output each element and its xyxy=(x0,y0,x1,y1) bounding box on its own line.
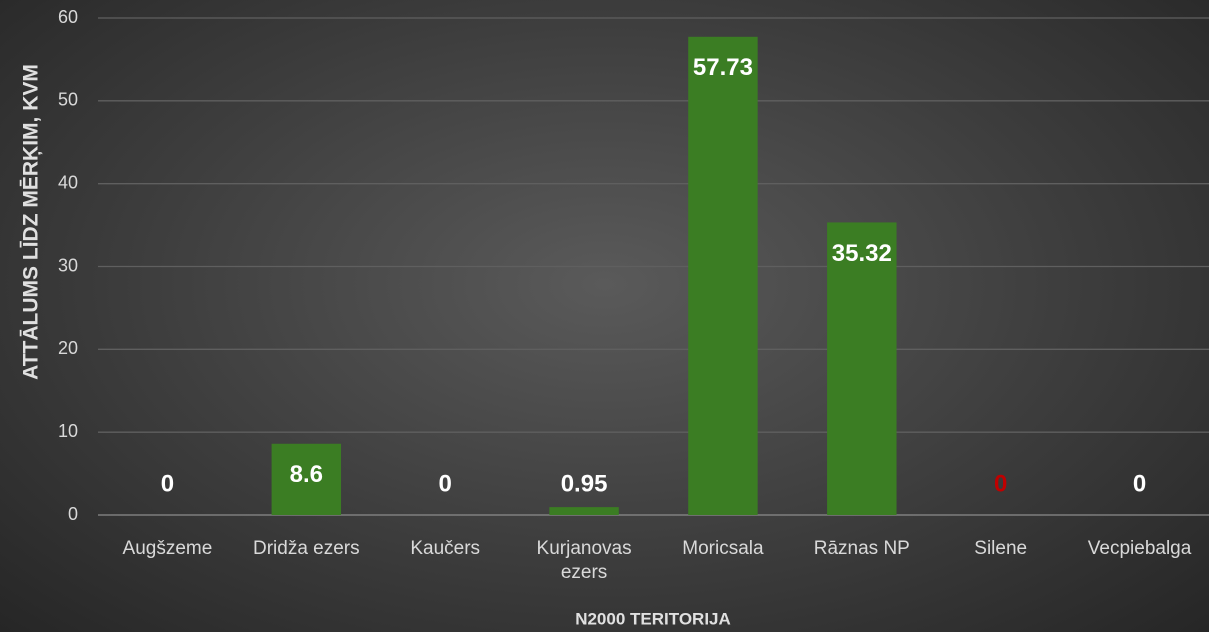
data-label: 57.73 xyxy=(693,54,753,81)
data-label: 0 xyxy=(161,470,174,497)
x-tick-label: Dridža ezers xyxy=(252,538,360,559)
data-label: 0 xyxy=(994,470,1007,497)
x-tick-label: Rāznas NP xyxy=(813,538,910,559)
data-label: 0 xyxy=(1133,470,1146,497)
data-label: 0 xyxy=(439,470,452,497)
data-label: 35.32 xyxy=(832,240,892,267)
x-tick-label: Kaučers xyxy=(410,538,481,559)
y-tick-label: 20 xyxy=(58,338,78,358)
x-tick-label: Vecpiebalga xyxy=(1087,538,1192,559)
x-tick-label: Silene xyxy=(974,538,1028,559)
y-tick-label: 30 xyxy=(58,255,78,275)
data-label: 0.95 xyxy=(561,470,608,497)
y-axis-title: ATTĀLUMS LĪDZ MĒRĶIM, KVM xyxy=(20,64,43,380)
x-axis-title: N2000 TERITORIJA xyxy=(575,609,731,628)
bar xyxy=(827,222,897,515)
x-tick-label: Augšzeme xyxy=(122,538,213,559)
bar xyxy=(271,443,342,515)
y-tick-label: 40 xyxy=(58,172,78,192)
x-tick-label: Moricsala xyxy=(682,538,764,559)
data-label: 8.6 xyxy=(290,461,323,488)
bar xyxy=(688,36,758,516)
y-tick-label: 50 xyxy=(58,90,78,110)
y-tick-label: 60 xyxy=(58,7,78,27)
y-tick-label: 10 xyxy=(58,421,78,441)
bar xyxy=(549,507,619,515)
x-tick-label: Kurjanovas ezers xyxy=(536,538,632,583)
y-tick-label: 0 xyxy=(68,504,78,524)
